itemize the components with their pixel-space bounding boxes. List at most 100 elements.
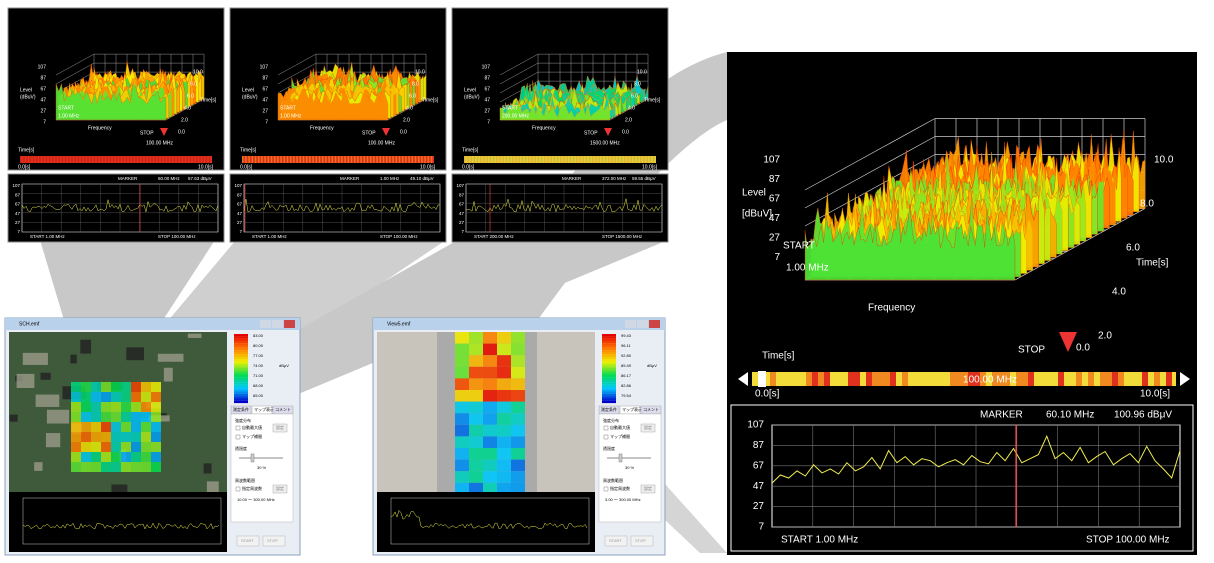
- label: STOP 100.00 MHz: [380, 234, 418, 239]
- label: 71.00: [253, 373, 264, 378]
- label: 10.0[s]: [198, 164, 214, 170]
- time-bar-stripe: [553, 156, 556, 163]
- button[interactable]: [640, 423, 656, 433]
- label: 57.63 dBμV: [188, 176, 212, 181]
- legend-swatch: [602, 338, 616, 341]
- time-bar-stripe: [135, 156, 137, 163]
- time-bar-stripe: [1154, 372, 1160, 386]
- button[interactable]: [604, 535, 628, 547]
- checkbox[interactable]: [235, 434, 241, 440]
- window-button[interactable]: [272, 320, 283, 328]
- button[interactable]: [640, 484, 656, 494]
- label: 6.0: [409, 93, 416, 99]
- spectrum-box: [730, 404, 1194, 552]
- label: Frequency: [532, 125, 556, 131]
- map-cell: [483, 424, 497, 437]
- time-bar-stripe: [476, 156, 479, 163]
- time-bar-stripe: [489, 156, 492, 163]
- time-bar-stripe: [125, 156, 128, 163]
- button[interactable]: [262, 535, 286, 547]
- time-bar-stripe: [492, 156, 495, 163]
- y-tick-label: 47: [753, 481, 765, 492]
- window-button[interactable]: [260, 320, 271, 328]
- legend-swatch: [234, 389, 248, 392]
- label: 107: [763, 155, 780, 166]
- mini-trace: [22, 522, 220, 530]
- checkbox[interactable]: [603, 486, 609, 492]
- time-bar-stripe: [373, 156, 375, 163]
- button[interactable]: [272, 423, 288, 433]
- checkbox[interactable]: [603, 425, 609, 431]
- label: 4.0: [628, 105, 635, 111]
- label: Level: [20, 87, 32, 93]
- label: 27: [484, 108, 490, 114]
- time-bar-stripe: [627, 156, 629, 163]
- time-bar-stripe: [293, 156, 295, 163]
- map-cell: [483, 448, 497, 460]
- label: 74.00: [253, 363, 264, 368]
- time-bar-stripe: [261, 156, 263, 163]
- time-bar-stripe: [173, 156, 176, 163]
- legend-swatch: [602, 384, 616, 387]
- checkbox[interactable]: [235, 486, 241, 492]
- time-bar-stripe: [290, 156, 292, 163]
- map-cell: [483, 436, 497, 448]
- time-bar-stripe: [395, 156, 398, 163]
- button[interactable]: [272, 484, 288, 494]
- checkbox[interactable]: [235, 425, 241, 431]
- window-button[interactable]: [637, 320, 648, 328]
- button[interactable]: [630, 535, 654, 547]
- time-bar-stripe: [421, 156, 423, 163]
- legend-swatch: [234, 352, 248, 355]
- window-button[interactable]: [625, 320, 636, 328]
- map-cell: [91, 462, 101, 472]
- window-button[interactable]: [649, 320, 660, 328]
- time-bar-stripe: [505, 156, 508, 163]
- label: 1.00 MHz: [280, 113, 302, 119]
- label: 設定: [276, 485, 284, 491]
- label: 60.00 MHz: [158, 176, 181, 181]
- time-bar-stripe: [624, 156, 626, 163]
- time-bar-stripe: [806, 372, 812, 386]
- map-cell: [71, 382, 81, 392]
- label: 87: [262, 75, 268, 81]
- map-cell: [455, 436, 469, 448]
- button[interactable]: [236, 535, 260, 547]
- checkbox[interactable]: [603, 434, 609, 440]
- time-bar-stripe: [68, 156, 70, 163]
- window-button[interactable]: [284, 320, 295, 328]
- time-bar-stripe: [74, 156, 76, 163]
- mini-plot: [22, 497, 222, 545]
- legend-swatch: [234, 347, 248, 351]
- time-bar-stripe: [350, 156, 353, 163]
- legend-swatch: [234, 363, 248, 367]
- legend-swatch: [602, 361, 616, 364]
- label: 27: [459, 220, 465, 225]
- label: STOP: [362, 130, 376, 136]
- time-bar-stripe: [611, 156, 613, 163]
- map-cell: [483, 390, 497, 402]
- time-bar-stripe: [630, 156, 632, 163]
- legend-swatch: [602, 393, 616, 397]
- time-bar-stripe: [36, 156, 38, 163]
- time-bar-stripe: [974, 372, 980, 386]
- surface-strip: [277, 88, 389, 121]
- label: 99.43: [621, 333, 632, 338]
- map-cell: [469, 366, 483, 379]
- legend-swatch: [602, 340, 616, 344]
- map-cell: [81, 442, 91, 452]
- time-bar-stripe: [824, 372, 830, 386]
- pcb-part: [157, 353, 184, 362]
- map-cell: [111, 402, 121, 412]
- label: Level: [742, 188, 766, 199]
- stop-marker: [604, 128, 612, 136]
- label: 92.80: [621, 353, 632, 358]
- spectrum-box: [451, 173, 669, 243]
- slider-thumb[interactable]: [250, 453, 255, 463]
- time-bar-stripe: [141, 156, 144, 163]
- time-bar-stripe: [254, 156, 257, 163]
- map-cell: [151, 392, 161, 402]
- slider-thumb[interactable]: [618, 453, 623, 463]
- label: 107: [12, 183, 20, 188]
- map-cell: [91, 402, 101, 412]
